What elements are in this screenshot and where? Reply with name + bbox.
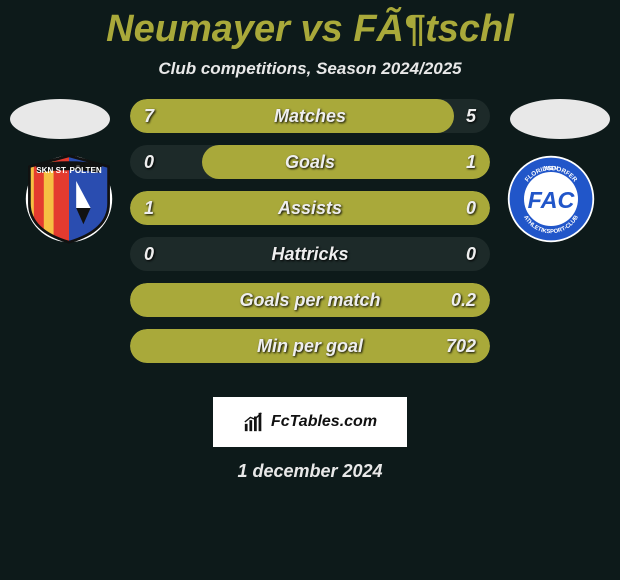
club-logo-right: FAC FLORIDSDORFER ATHLETIKSPORT-CLUB WIE… [506,154,596,244]
stat-row: 0.2Goals per match [130,283,490,317]
stat-row: 10Assists [130,191,490,225]
date-label: 1 december 2024 [0,461,620,482]
stat-row: 01Goals [130,145,490,179]
stat-label: Goals [130,145,490,179]
player-left-avatar-placeholder [10,99,110,139]
page-title: Neumayer vs FÃ¶tschl [0,0,620,51]
brand-label: FcTables.com [271,413,377,431]
comparison-main: SKN ST. PÖLTEN FAC FLORIDSDORFER ATHLETI… [0,99,620,389]
svg-text:SKN ST. PÖLTEN: SKN ST. PÖLTEN [36,166,102,175]
chart-icon [243,411,265,433]
svg-text:WIEN: WIEN [544,166,558,172]
club-logo-left: SKN ST. PÖLTEN [24,154,114,244]
stat-label: Assists [130,191,490,225]
stat-row: 702Min per goal [130,329,490,363]
stats-column: 75Matches 01Goals 10Assists 00Hattricks 0.2G… [130,99,490,375]
subtitle: Club competitions, Season 2024/2025 [0,59,620,79]
stat-label: Matches [130,99,490,133]
infographic-container: Neumayer vs FÃ¶tschl Club competitions, … [0,0,620,580]
stat-row: 00Hattricks [130,237,490,271]
stat-label: Min per goal [130,329,490,363]
svg-text:FAC: FAC [528,187,576,213]
stat-label: Goals per match [130,283,490,317]
player-right-avatar-placeholder [510,99,610,139]
stat-label: Hattricks [130,237,490,271]
stat-row: 75Matches [130,99,490,133]
brand-badge[interactable]: FcTables.com [213,397,407,447]
